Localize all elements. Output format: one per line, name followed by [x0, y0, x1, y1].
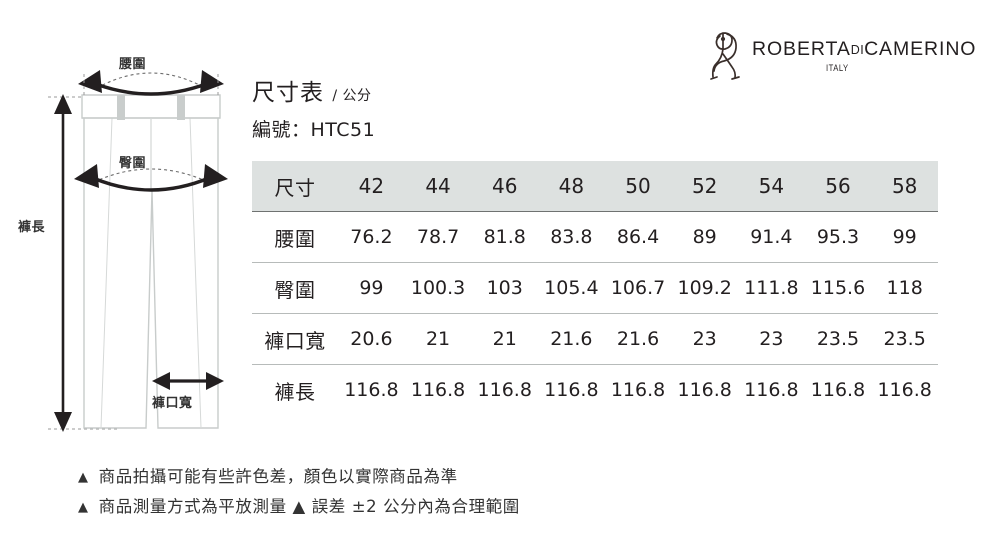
row-label-waist: 腰圍 — [274, 226, 316, 251]
footnote-text: 商品測量方式為平放測量 ▲ 誤差 ±2 公分內為合理範圍 — [98, 496, 520, 516]
cell-waist-48: 83.8 — [550, 226, 593, 248]
cell-hem-52: 23 — [671, 313, 739, 365]
cell-hip-52: 109.2 — [671, 262, 739, 314]
page-title: 尺寸表 / 公分 — [252, 78, 672, 111]
cell-hem-58: 23.5 — [871, 313, 938, 365]
footnote-text: 商品拍攝可能有些許色差，顏色以實際商品為準 — [98, 466, 458, 486]
cell-hip-54: 111.8 — [738, 262, 805, 314]
table-row: 褲長 116.8 116.8 116.8 116.8 116.8 116.8 1… — [252, 364, 938, 415]
footnote-color-disclaimer: ▲ 商品拍攝可能有些許色差，顏色以實際商品為準 — [78, 462, 938, 492]
roberta-ribbon-r-monogram-icon — [710, 32, 740, 80]
cell-length-46: 116.8 — [471, 364, 539, 415]
table-row: 褲口寬 20.6 21 21 21.6 21.6 23 23 23.5 23.5 — [252, 313, 938, 365]
size-table-header: 尺寸 42 44 46 48 50 52 54 56 58 — [252, 161, 938, 212]
cell-hem-46: 21 — [471, 313, 539, 365]
header-cell-42: 42 — [338, 161, 405, 212]
header-cell-44: 44 — [404, 161, 472, 212]
brand-name-di: DI — [850, 43, 865, 57]
diagram-label-waist: 腰圍 — [119, 57, 147, 72]
cell-hem-48: 21.6 — [538, 313, 605, 365]
cell-length-50: 116.8 — [604, 364, 672, 415]
header-cell-50: 50 — [604, 161, 672, 212]
cell-hip-50: 106.7 — [604, 262, 672, 314]
cell-waist-56: 95.3 — [816, 226, 860, 248]
cell-hip-58: 118 — [871, 262, 938, 314]
cell-hip-46: 103 — [471, 262, 539, 314]
cell-hip-42: 99 — [338, 262, 405, 314]
page-title-unit: / 公分 — [332, 88, 372, 104]
cell-hem-50: 21.6 — [604, 313, 672, 365]
cell-hip-48: 105.4 — [538, 262, 605, 314]
cell-hem-54: 23 — [738, 313, 805, 365]
title-block: 尺寸表 / 公分 編號：HTC51 — [252, 78, 672, 143]
cell-waist-44: 78.7 — [416, 226, 460, 248]
size-table: 尺寸 42 44 46 48 50 52 54 56 58 腰圍 76.2 78… — [252, 161, 938, 415]
cell-waist-50: 86.4 — [616, 226, 660, 248]
row-label-length: 褲長 — [252, 364, 339, 415]
header-cell-52: 52 — [671, 161, 739, 212]
size-table-body: 腰圍 76.2 78.7 81.8 83.8 86.4 89 91.4 95.3… — [252, 212, 938, 415]
cell-waist-46: 81.8 — [483, 226, 526, 248]
brand-wordmark: ROBERTADICAMERINO — [752, 38, 976, 61]
cell-length-48: 116.8 — [538, 364, 605, 415]
cell-length-42: 116.8 — [338, 364, 405, 415]
table-row: 臀圍 99 100.3 103 105.4 106.7 109.2 111.8 … — [252, 262, 938, 314]
row-label-hem: 褲口寬 — [252, 313, 339, 365]
brand-country: ITALY — [826, 63, 849, 73]
cell-length-52: 116.8 — [671, 364, 739, 415]
footnotes: ▲ 商品拍攝可能有些許色差，顏色以實際商品為準 ▲ 商品測量方式為平放測量 ▲ … — [78, 462, 938, 522]
brand-logo: ROBERTADICAMERINO ITALY — [706, 27, 975, 85]
cell-hip-56: 115.6 — [804, 262, 872, 314]
cell-hip-44: 100.3 — [404, 262, 472, 314]
cell-hem-56: 23.5 — [804, 313, 872, 365]
cell-hem-44: 21 — [404, 313, 472, 365]
header-cell-58: 58 — [871, 161, 938, 212]
cell-hem-42: 20.6 — [338, 313, 405, 365]
footnote-measurement-disclaimer: ▲ 商品測量方式為平放測量 ▲ 誤差 ±2 公分內為合理範圍 — [78, 492, 938, 522]
row-label-hip: 臀圍 — [252, 262, 339, 314]
header-cell-size: 尺寸 — [252, 161, 339, 212]
triangle-bullet-icon: ▲ — [78, 499, 89, 515]
header-cell-54: 54 — [738, 161, 805, 212]
cell-length-56: 116.8 — [804, 364, 872, 415]
pants-illustration — [48, 70, 228, 432]
cell-waist-42: 76.2 — [350, 226, 393, 248]
pants-measurement-diagram: 腰圍 臀圍 褲長 褲口寬 — [0, 0, 250, 460]
cell-waist-58: 99 — [892, 226, 917, 248]
brand-name-first: ROBERTA — [752, 38, 851, 60]
table-header-row: 尺寸 42 44 46 48 50 52 54 56 58 — [252, 161, 938, 212]
diagram-label-length: 褲長 — [18, 220, 46, 235]
page-title-main: 尺寸表 — [252, 80, 324, 106]
header-cell-48: 48 — [538, 161, 605, 212]
brand-name-last: CAMERINO — [864, 38, 977, 60]
cell-waist-52: 89 — [692, 226, 717, 248]
cell-length-54: 116.8 — [738, 364, 805, 415]
triangle-bullet-icon: ▲ — [78, 469, 89, 485]
diagram-label-hip: 臀圍 — [119, 156, 147, 171]
header-cell-46: 46 — [471, 161, 539, 212]
table-row: 腰圍 76.2 78.7 81.8 83.8 86.4 89 91.4 95.3… — [252, 212, 938, 263]
diagram-label-hem: 褲口寬 — [152, 396, 193, 411]
cell-waist-54: 91.4 — [750, 226, 793, 248]
cell-length-44: 116.8 — [404, 364, 472, 415]
header-cell-56: 56 — [804, 161, 872, 212]
product-code: 編號：HTC51 — [252, 119, 376, 141]
cell-length-58: 116.8 — [871, 364, 938, 415]
